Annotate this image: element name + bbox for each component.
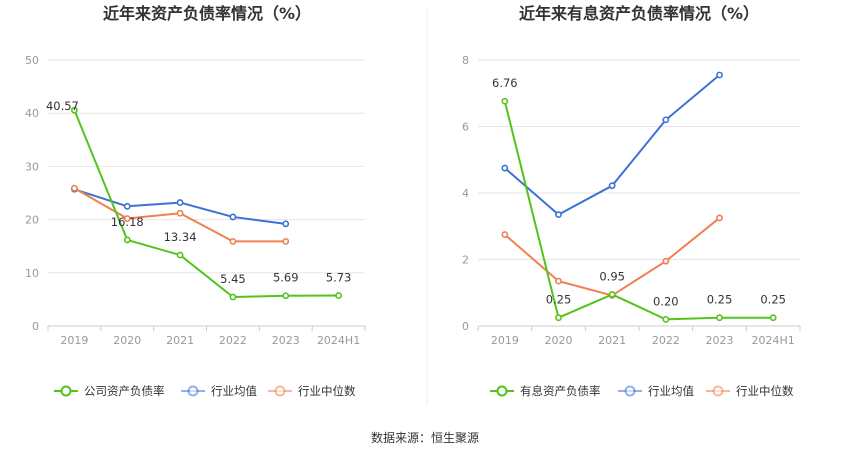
data-label: 0.25 xyxy=(707,293,733,307)
chart-title: 近年来有息资产负债率情况（%） xyxy=(519,4,759,23)
data-label: 5.45 xyxy=(220,272,246,286)
data-point xyxy=(176,199,184,206)
x-tick-label: 2021 xyxy=(166,334,194,347)
x-tick-label: 2021 xyxy=(598,334,626,347)
data-point xyxy=(501,164,509,172)
legend-item[interactable]: 公司资产负债率 xyxy=(54,384,165,398)
data-point xyxy=(71,184,78,192)
x-tick-label: 2020 xyxy=(113,334,141,347)
y-tick-label: 0 xyxy=(462,320,469,333)
data-label: 0.20 xyxy=(653,294,679,308)
y-tick-label: 6 xyxy=(462,121,469,134)
data-point xyxy=(501,97,509,105)
data-point xyxy=(71,106,78,114)
legend-item[interactable]: 行业中位数 xyxy=(706,384,794,398)
legend-label: 行业中位数 xyxy=(736,384,794,398)
x-tick-label: 2019 xyxy=(60,334,88,347)
x-tick-label: 2019 xyxy=(491,334,519,347)
data-point xyxy=(335,292,342,299)
series-line xyxy=(503,100,774,321)
data-point xyxy=(608,182,616,190)
data-point xyxy=(123,215,131,222)
y-tick-label: 40 xyxy=(25,107,39,120)
chart-title: 近年来资产负债率情况（%） xyxy=(103,4,311,23)
data-label: 16.18 xyxy=(111,215,144,229)
y-tick-label: 10 xyxy=(25,267,39,280)
x-tick-label: 2022 xyxy=(652,334,680,347)
legend-label: 行业均值 xyxy=(211,384,257,398)
data-point xyxy=(282,292,290,300)
data-point xyxy=(176,251,184,259)
series-line xyxy=(73,109,339,299)
data-point xyxy=(123,202,131,210)
y-tick-label: 2 xyxy=(462,254,469,267)
y-tick-label: 30 xyxy=(25,160,39,173)
data-point xyxy=(229,293,237,301)
data-label: 5.73 xyxy=(326,271,352,285)
data-point xyxy=(123,236,131,244)
data-point xyxy=(282,238,290,245)
data-point xyxy=(229,238,237,245)
y-tick-label: 8 xyxy=(462,54,469,67)
x-tick-label: 2020 xyxy=(545,334,573,347)
legend-item[interactable]: 行业均值 xyxy=(181,384,257,398)
source-label: 数据来源：恒生聚源 xyxy=(371,430,479,445)
data-point xyxy=(716,314,723,322)
y-tick-label: 20 xyxy=(25,214,39,227)
data-label: 13.34 xyxy=(164,230,197,244)
y-tick-label: 4 xyxy=(462,187,469,200)
data-label: 40.57 xyxy=(46,99,79,113)
data-point xyxy=(662,116,670,124)
data-point xyxy=(662,257,670,265)
legend-item[interactable]: 行业均值 xyxy=(618,384,694,398)
legend-swatch-marker xyxy=(496,385,508,397)
y-tick-label: 50 xyxy=(25,54,39,67)
data-label: 6.76 xyxy=(492,76,518,90)
y-tick-label: 0 xyxy=(32,320,39,333)
debt-ratio-chart: 近年来资产负债率情况（%） 0 10 20 30 40 50 2019 2020 2021 2022… xyxy=(25,4,366,398)
data-point xyxy=(769,314,777,322)
data-point xyxy=(555,211,562,219)
legend-swatch-marker xyxy=(624,385,636,397)
legend-label: 行业均值 xyxy=(648,384,694,398)
data-point xyxy=(282,220,290,228)
data-label: 0.95 xyxy=(599,269,625,283)
data-point xyxy=(176,209,184,217)
series-line xyxy=(504,74,721,216)
legend-label: 公司资产负债率 xyxy=(84,384,165,398)
x-tick-label: 2022 xyxy=(219,334,247,347)
x-tick-label: 2023 xyxy=(706,334,734,347)
data-point xyxy=(662,315,670,323)
data-label: 0.25 xyxy=(760,293,786,307)
legend-item[interactable]: 有息资产负债率 xyxy=(490,384,601,398)
data-point xyxy=(229,213,237,221)
legend-swatch-marker xyxy=(274,385,286,397)
x-tick-label: 2024H1 xyxy=(317,334,360,347)
legend-label: 有息资产负债率 xyxy=(520,384,601,398)
data-point xyxy=(555,314,562,322)
data-label: 5.69 xyxy=(273,271,299,285)
data-point xyxy=(716,214,723,222)
data-point xyxy=(501,231,509,238)
data-point xyxy=(608,291,616,298)
legend-swatch-marker xyxy=(187,385,199,397)
x-tick-label: 2024H1 xyxy=(752,334,795,347)
legend-item[interactable]: 行业中位数 xyxy=(268,384,356,398)
legend-label: 行业中位数 xyxy=(298,384,356,398)
data-label: 0.25 xyxy=(546,293,572,307)
data-point xyxy=(555,277,562,285)
x-tick-label: 2023 xyxy=(272,334,300,347)
interest-debt-ratio-chart: 近年来有息资产负债率情况（%） 0 2 4 6 8 2019 2020 2021 2022 2023… xyxy=(462,4,801,398)
data-point xyxy=(716,71,723,79)
legend-swatch-marker xyxy=(60,385,72,397)
legend-swatch-marker xyxy=(712,385,724,397)
